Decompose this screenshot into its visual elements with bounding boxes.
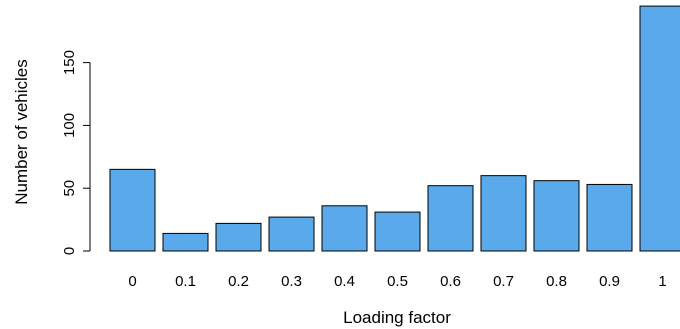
- y-tick-label: 50: [61, 180, 78, 197]
- bar-0.2: [215, 222, 262, 252]
- y-tick-label: 0: [61, 247, 78, 255]
- bar-0.4: [321, 205, 368, 252]
- bar-0.1: [162, 232, 209, 252]
- bar-0.7: [480, 175, 527, 252]
- x-tick-label: 0.1: [175, 273, 196, 290]
- bar-0.9: [586, 183, 633, 252]
- y-axis-title: Number of vehicles: [12, 59, 31, 205]
- x-axis-title: Loading factor: [343, 308, 451, 327]
- bar-0: [109, 168, 156, 252]
- y-axis: 0 50 100 150: [61, 50, 91, 255]
- bar-0.6: [427, 185, 474, 252]
- bar-0.5: [374, 211, 421, 252]
- x-tick-label: 0.8: [546, 273, 567, 290]
- bar-0.8: [533, 180, 580, 252]
- bar-1: [639, 5, 680, 252]
- x-tick-label: 0: [128, 273, 136, 290]
- x-tick-label: 0.2: [228, 273, 249, 290]
- x-tick-label: 0.5: [387, 273, 408, 290]
- x-tick-label: 0.9: [599, 273, 620, 290]
- bars: [109, 5, 680, 252]
- y-tick-label: 150: [61, 50, 78, 75]
- y-tick-label: 100: [61, 113, 78, 138]
- bar-0.3: [268, 216, 315, 252]
- x-tick-label: 0.7: [493, 273, 514, 290]
- x-tick-label: 0.4: [334, 273, 355, 290]
- x-tick-label: 0.6: [440, 273, 461, 290]
- x-tick-label: 1: [658, 273, 666, 290]
- x-tick-label: 0.3: [281, 273, 302, 290]
- x-axis-labels: 0 0.1 0.2 0.3 0.4 0.5 0.6 0.7 0.8 0.9 1: [128, 273, 666, 290]
